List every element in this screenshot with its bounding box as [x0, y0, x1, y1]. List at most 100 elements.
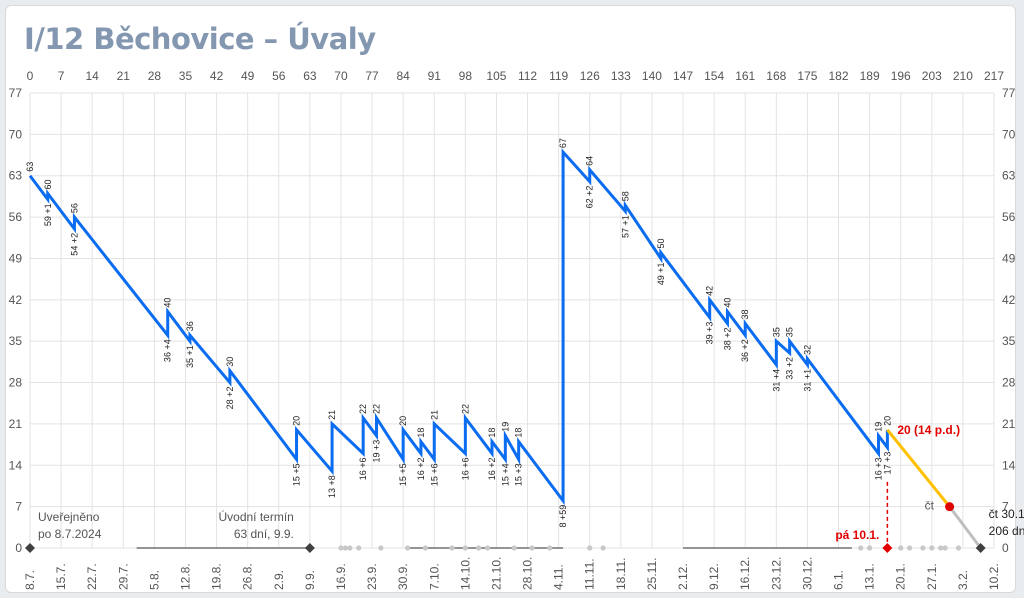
data-label: 38 — [740, 309, 750, 319]
annotation-final-date: čt 30.1. — [989, 507, 1024, 521]
chart-title: I/12 Běchovice – Úvaly — [24, 22, 376, 56]
data-label: 59 +1 — [43, 203, 53, 226]
x-bottom-tick-label: 3.2. — [956, 570, 970, 590]
x-top-tick-label: 35 — [179, 69, 193, 83]
data-label: 22 — [460, 404, 470, 414]
x-top-tick-label: 42 — [210, 69, 224, 83]
milestone-diamond — [25, 543, 35, 553]
annotation-published: Uveřejněno — [38, 510, 100, 524]
data-label: 20 — [292, 416, 302, 426]
annotation-initial-term: Úvodní termín — [218, 509, 293, 524]
y-left-tick-label: 56 — [9, 210, 23, 224]
x-bottom-tick-label: 7.10. — [427, 563, 441, 590]
x-bottom-tick-label: 14.10. — [458, 557, 472, 590]
y-left-tick-label: 0 — [15, 541, 22, 555]
baseline-dot — [898, 545, 904, 551]
baseline-dot — [378, 545, 384, 551]
x-top-tick-label: 63 — [303, 69, 317, 83]
x-bottom-tick-label: 26.8. — [241, 563, 255, 590]
x-bottom-tick-label: 5.8. — [147, 570, 161, 590]
data-label: 58 — [620, 191, 630, 201]
data-label: 16 +2 — [487, 457, 497, 480]
baseline-dot — [484, 545, 491, 551]
x-top-tick-label: 175 — [797, 69, 817, 83]
data-label: 38 +2 — [722, 327, 732, 350]
baseline-dot — [867, 545, 873, 551]
x-bottom-tick-label: 9.9. — [303, 570, 317, 590]
data-label: 57 +1 — [620, 215, 630, 238]
x-top-tick-label: 147 — [673, 69, 693, 83]
x-bottom-tick-label: 11.11. — [583, 558, 597, 590]
baseline-dot — [422, 545, 428, 551]
x-top-tick-label: 98 — [459, 69, 473, 83]
x-bottom-tick-label: 12.8. — [178, 563, 192, 590]
baseline-dot — [342, 545, 349, 551]
baseline-dot — [547, 545, 553, 551]
data-label: 19 — [500, 422, 510, 432]
annotation-final-days: 206 dní, 28x — [989, 524, 1024, 538]
milestone-dot — [945, 502, 955, 512]
data-label: 16 +6 — [358, 457, 368, 480]
x-top-tick-label: 49 — [241, 69, 255, 83]
x-top-tick-label: 126 — [580, 69, 600, 83]
chart-card — [5, 5, 1016, 593]
data-label: 67 — [558, 138, 568, 148]
x-bottom-tick-label: 23.9. — [365, 563, 379, 590]
baseline-dot — [347, 545, 353, 551]
data-label: 16 +3 — [873, 457, 883, 480]
x-top-tick-label: 91 — [428, 69, 442, 83]
x-top-tick-label: 161 — [735, 69, 755, 83]
data-label: 21 — [429, 410, 439, 420]
x-top-tick-label: 182 — [829, 69, 849, 83]
x-top-tick-label: 112 — [518, 69, 537, 83]
x-bottom-tick-label: 29.7. — [116, 563, 130, 590]
data-label: 8 +59 — [558, 505, 568, 528]
x-top-tick-label: 196 — [891, 69, 911, 83]
x-bottom-tick-label: 21.10. — [489, 557, 503, 590]
y-left-tick-label: 63 — [9, 169, 23, 183]
y-left-tick-label: 49 — [9, 251, 23, 265]
x-top-tick-label: 70 — [334, 69, 348, 83]
x-bottom-tick-label: 19.8. — [210, 563, 224, 590]
data-label: 28 +2 — [225, 387, 235, 410]
y-right-tick-label: 21 — [1002, 417, 1016, 431]
data-label: 36 +2 — [740, 339, 750, 362]
data-label: 22 — [358, 404, 368, 414]
data-label: 54 +2 — [69, 233, 79, 256]
data-label: 17 +3 — [882, 452, 892, 475]
milestone-diamond — [304, 543, 315, 553]
y-right-tick-label: 7 — [1002, 500, 1009, 514]
y-left-tick-label: 28 — [9, 376, 23, 390]
x-bottom-tick-label: 13.1. — [863, 563, 877, 590]
x-bottom-tick-label: 16.9. — [334, 563, 348, 590]
x-bottom-tick-label: 23.12. — [769, 557, 783, 590]
baseline-dot — [449, 545, 455, 551]
data-label: 15 +4 — [500, 463, 510, 486]
y-left-tick-label: 35 — [9, 334, 23, 348]
data-label: 33 +2 — [785, 357, 795, 380]
x-bottom-tick-label: 4.11. — [552, 564, 566, 590]
x-top-tick-label: 217 — [984, 69, 1004, 83]
data-label: 35 — [771, 327, 781, 337]
y-right-tick-label: 14 — [1002, 458, 1016, 472]
data-label: 15 +3 — [514, 463, 524, 486]
data-label: 36 +4 — [163, 339, 173, 362]
baseline-dot — [942, 545, 948, 551]
baseline-dot — [600, 545, 606, 551]
y-right-tick-label: 56 — [1002, 210, 1016, 224]
baseline-dot — [587, 545, 593, 551]
data-label: 20 — [882, 416, 892, 426]
data-label: 18 — [514, 428, 524, 438]
x-top-tick-label: 14 — [86, 69, 100, 83]
data-label: 18 — [416, 428, 426, 438]
x-bottom-tick-label: 2.12. — [676, 563, 690, 590]
annotation-initial-term-days: 63 dní, 9.9. — [234, 527, 294, 541]
series-line-1 — [28, 148, 889, 506]
baseline-dot — [462, 545, 468, 551]
data-label: 56 — [69, 203, 79, 213]
baseline-dot — [955, 545, 962, 551]
x-bottom-tick-label: 8.7. — [23, 570, 37, 590]
baseline-dot — [929, 545, 935, 551]
data-label: 16 +2 — [416, 457, 426, 480]
